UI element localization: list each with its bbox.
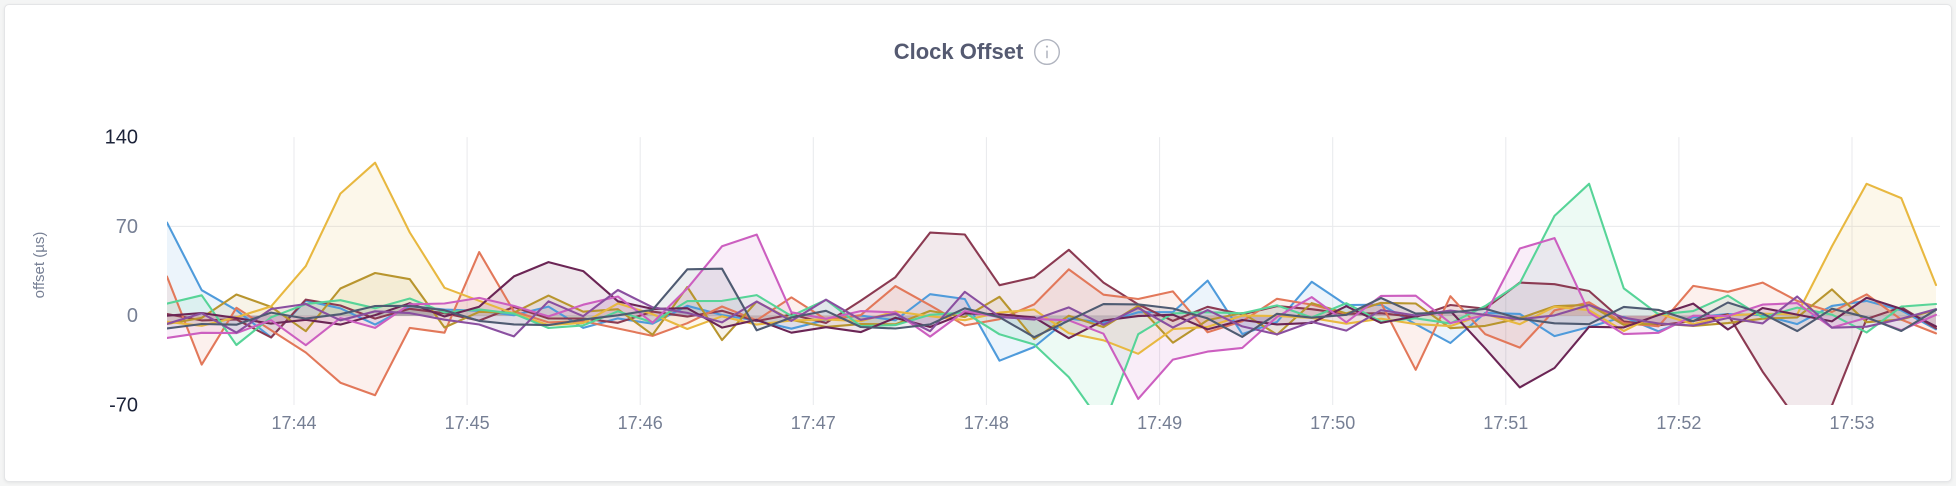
svg-text:17:51: 17:51 xyxy=(1483,413,1528,433)
svg-text:17:45: 17:45 xyxy=(445,413,490,433)
svg-text:17:46: 17:46 xyxy=(618,413,663,433)
svg-text:0: 0 xyxy=(127,305,138,327)
svg-text:17:53: 17:53 xyxy=(1829,413,1874,433)
svg-text:17:49: 17:49 xyxy=(1137,413,1182,433)
svg-text:17:44: 17:44 xyxy=(271,413,316,433)
svg-text:-70: -70 xyxy=(109,395,138,417)
svg-text:70: 70 xyxy=(116,216,138,238)
svg-text:17:52: 17:52 xyxy=(1656,413,1701,433)
svg-text:17:48: 17:48 xyxy=(964,413,1009,433)
svg-text:140: 140 xyxy=(105,127,138,149)
svg-text:17:50: 17:50 xyxy=(1310,413,1355,433)
svg-text:17:47: 17:47 xyxy=(791,413,836,433)
